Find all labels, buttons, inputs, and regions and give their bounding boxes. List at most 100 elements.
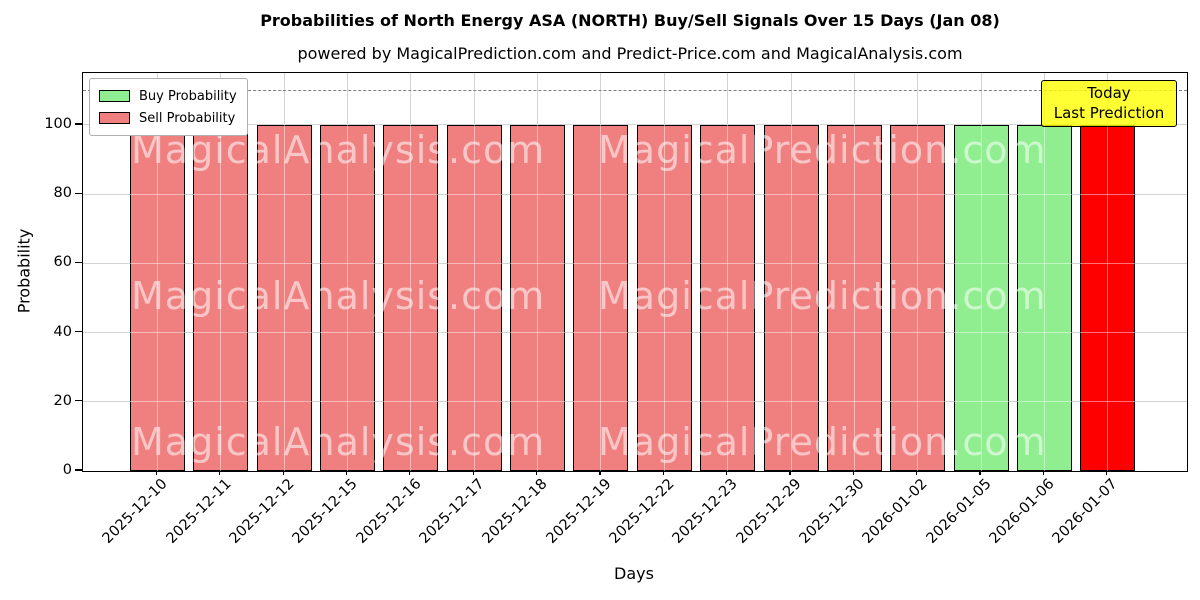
bar-2025-12-15 <box>320 124 376 471</box>
x-tick-label: 2026-01-07 <box>1050 476 1122 547</box>
y-tick-label: 0 <box>62 462 72 478</box>
vertical-gridline <box>157 73 158 471</box>
vertical-gridline <box>917 73 919 471</box>
bar-2026-01-02 <box>890 124 946 471</box>
x-tick-label: 2026-01-06 <box>986 476 1058 547</box>
vertical-gridline <box>790 73 792 471</box>
x-tick-mark <box>789 470 791 475</box>
legend-item-label: Sell Probability <box>139 110 236 126</box>
x-tick-label: 2025-12-30 <box>796 476 868 547</box>
legend: Buy Probability Sell Probability <box>89 78 248 136</box>
bar-2025-12-12 <box>256 124 312 471</box>
legend-swatch-icon <box>99 90 130 102</box>
bar-2025-12-18 <box>510 124 566 471</box>
x-tick-mark <box>1042 470 1044 475</box>
x-tick-label: 2025-12-12 <box>226 476 298 547</box>
horizontal-gridline <box>83 262 1187 264</box>
chart-title: Probabilities of North Energy ASA (NORTH… <box>260 11 1000 30</box>
gridlines-over <box>83 73 1187 471</box>
y-tick-mark <box>75 400 82 402</box>
bar-2025-12-30 <box>826 124 882 471</box>
x-tick-mark <box>472 470 474 475</box>
x-tick-mark <box>219 470 221 475</box>
horizontal-gridline <box>83 401 1187 403</box>
today-annotation-line1: Today <box>1087 84 1131 102</box>
bar-2025-12-23 <box>700 124 756 471</box>
today-annotation: Today Last Prediction <box>1041 80 1177 127</box>
bar-2025-12-17 <box>446 124 502 471</box>
bar-2025-12-11 <box>193 124 249 471</box>
x-tick-label: 2025-12-18 <box>479 476 551 547</box>
x-tick-mark <box>345 470 348 475</box>
plot-area: MagicalAnalysis.com MagicalPrediction.com… <box>82 72 1188 472</box>
x-tick-mark <box>916 470 918 475</box>
x-tick-label: 2025-12-10 <box>99 476 171 547</box>
watermark-text: MagicalPrediction.com <box>598 420 1047 464</box>
horizontal-gridline <box>83 193 1187 195</box>
y-axis-label: Probability <box>14 228 34 314</box>
vertical-gridline <box>537 73 539 471</box>
bar-2025-12-10 <box>130 124 185 471</box>
today-annotation-line2: Last Prediction <box>1053 104 1165 122</box>
horizontal-gridline <box>83 332 1187 334</box>
legend-swatch-icon <box>99 112 130 124</box>
legend-item: Buy Probability <box>99 85 237 107</box>
x-tick-label: 2025-12-29 <box>733 476 805 547</box>
x-tick-mark <box>599 470 601 475</box>
x-tick-label: 2025-12-15 <box>289 476 361 547</box>
y-tick-label: 80 <box>53 185 72 202</box>
vertical-gridline <box>283 73 285 471</box>
x-tick-label: 2026-01-02 <box>860 476 932 547</box>
y-tick-label: 60 <box>53 254 72 271</box>
bar-2026-01-05 <box>953 124 1009 471</box>
threshold-dashed-line <box>83 89 1187 91</box>
horizontal-gridline <box>83 124 1187 126</box>
x-tick-mark <box>662 470 664 475</box>
y-tick-mark <box>75 469 82 471</box>
x-tick-label: 2026-01-05 <box>923 476 995 547</box>
x-tick-label: 2025-12-11 <box>163 476 235 547</box>
vertical-gridline <box>220 73 222 471</box>
x-tick-label: 2025-12-23 <box>670 476 741 547</box>
y-tick-mark <box>75 330 82 333</box>
x-tick-label: 2025-12-22 <box>606 476 678 547</box>
vertical-gridline <box>347 73 349 471</box>
watermark-text: MagicalAnalysis.com <box>131 274 546 318</box>
horizontal-gridline <box>83 262 1187 264</box>
vertical-gridline <box>853 73 855 471</box>
vertical-gridline <box>727 73 729 471</box>
vertical-gridline <box>473 73 475 471</box>
legend-item-label: Buy Probability <box>139 88 237 104</box>
bar-2025-12-16 <box>383 124 439 471</box>
vertical-gridline <box>1107 73 1109 471</box>
watermark-layer: MagicalAnalysis.com MagicalPrediction.com… <box>83 73 1187 471</box>
bars-layer <box>83 73 1187 471</box>
x-tick-mark <box>1106 470 1108 475</box>
bar-2026-01-07 <box>1080 124 1136 471</box>
bar-2025-12-19 <box>573 124 629 471</box>
vertical-gridline <box>980 73 982 471</box>
vertical-gridline <box>1043 73 1045 471</box>
vertical-gridline <box>600 73 602 471</box>
x-tick-label: 2025-12-16 <box>353 476 425 547</box>
bar-2025-12-22 <box>636 124 692 471</box>
bar-2026-01-06 <box>1016 124 1072 471</box>
y-tick-mark <box>75 261 82 263</box>
y-tick-label: 20 <box>53 392 72 409</box>
chart-subtitle: powered by MagicalPrediction.com and Pre… <box>297 44 963 63</box>
legend-item: Sell Probability <box>99 107 237 129</box>
x-tick-mark <box>726 470 728 475</box>
watermark-text: MagicalPrediction.com <box>598 128 1047 172</box>
x-tick-label: 2025-12-19 <box>543 476 615 547</box>
horizontal-gridline <box>83 401 1187 403</box>
watermark-text: MagicalAnalysis.com <box>131 420 546 464</box>
y-tick-mark <box>75 192 82 194</box>
horizontal-gridline <box>83 193 1187 195</box>
x-tick-label: 2025-12-17 <box>416 476 488 547</box>
x-tick-mark <box>282 470 284 475</box>
vertical-gridline <box>663 73 665 471</box>
horizontal-gridline <box>83 332 1187 334</box>
bar-2025-12-29 <box>763 124 819 471</box>
y-tick-mark <box>75 123 82 125</box>
x-axis-label: Days <box>614 564 654 583</box>
